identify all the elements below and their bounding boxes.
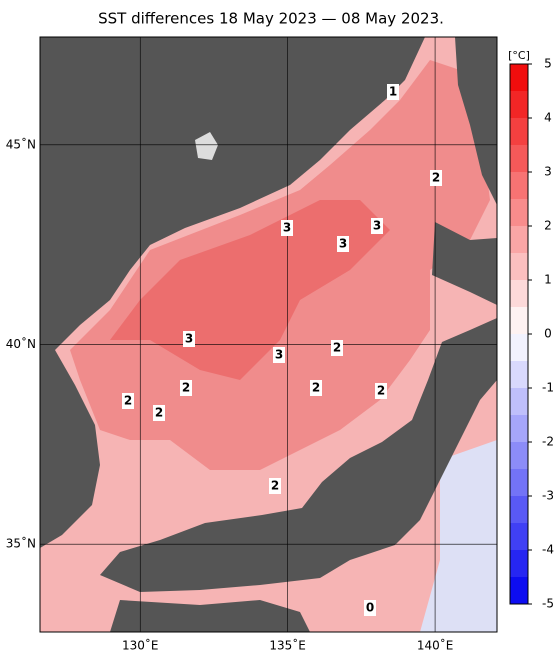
- sea-cool: [420, 440, 497, 632]
- contour-label-box: [371, 218, 383, 234]
- colorbar-segment: [510, 550, 528, 577]
- x-tick-label: 135˚E: [269, 638, 306, 653]
- contour-label-box: [387, 84, 399, 100]
- contour-label: 2: [182, 381, 190, 395]
- contour-label-box: [273, 347, 285, 363]
- land-shikoku-kyushu: [110, 600, 310, 632]
- colorbar-segment: [510, 64, 528, 91]
- colorbar-tick-label: 0: [544, 327, 552, 341]
- contour-label-box: [375, 383, 387, 399]
- contour-label: 3: [185, 332, 193, 346]
- colorbar-segment: [510, 118, 528, 145]
- colorbar-segment: [510, 145, 528, 172]
- contour-label-box: [364, 600, 376, 616]
- colorbar-segment: [510, 361, 528, 388]
- contour-label: 3: [275, 348, 283, 362]
- sea-warmer: [110, 200, 390, 380]
- land-asia: [40, 37, 425, 548]
- colorbar-tick-label: -3: [542, 489, 554, 503]
- colorbar-tick-label: 4: [544, 111, 552, 125]
- colorbar-tick-label: -1: [542, 381, 554, 395]
- colorbar-segment: [510, 253, 528, 280]
- x-tick-label: 140˚E: [417, 638, 454, 653]
- colorbar-segment: [510, 415, 528, 442]
- lake: [195, 132, 218, 160]
- contour-label: 3: [339, 237, 347, 251]
- colorbar-tick-label: 5: [544, 57, 552, 71]
- contour-label: 3: [373, 219, 381, 233]
- contour-label: 2: [155, 406, 163, 420]
- colorbar-segment: [510, 334, 528, 361]
- y-tick-label: 40˚N: [6, 336, 36, 351]
- x-tick-label: 130˚E: [122, 638, 159, 653]
- contour-label-box: [331, 340, 343, 356]
- colorbar-segment: [510, 307, 528, 334]
- colorbar-segment: [510, 469, 528, 496]
- map-frame: [39, 36, 498, 633]
- land-sakhalin: [455, 37, 497, 205]
- colorbar-tick-label: -4: [542, 543, 554, 557]
- colorbar-segment: [510, 442, 528, 469]
- contour-label: 2: [271, 479, 279, 493]
- contour-label: 1: [389, 85, 397, 99]
- colorbar-segment: [510, 199, 528, 226]
- contour-label: 2: [124, 394, 132, 408]
- title: SST differences 18 May 2023 — 08 May 202…: [98, 10, 444, 28]
- contour-label-box: [180, 380, 192, 396]
- colorbar-tick-label: -2: [542, 435, 554, 449]
- contour-label: 2: [432, 171, 440, 185]
- contour-label-box: [183, 331, 195, 347]
- land-honshu: [100, 318, 497, 592]
- colorbar-segment: [510, 523, 528, 550]
- colorbar-segment: [510, 577, 528, 604]
- contour-label-box: [337, 236, 349, 252]
- colorbar-segment: [510, 226, 528, 253]
- contour-label: 3: [283, 221, 291, 235]
- contour-label-box: [122, 393, 134, 409]
- colorbar-segment: [510, 496, 528, 523]
- contour-label-box: [281, 220, 293, 236]
- colorbar-segment: [510, 172, 528, 199]
- colorbar-tick-label: 1: [544, 273, 552, 287]
- contour-label: 2: [377, 384, 385, 398]
- contour-label: 2: [312, 381, 320, 395]
- contour-label: 0: [366, 601, 374, 615]
- colorbar-unit: [°C]: [508, 49, 530, 62]
- colorbar-segment: [510, 388, 528, 415]
- colorbar-segment: [510, 91, 528, 118]
- colorbar-tick-label: 2: [544, 219, 552, 233]
- map-area: [40, 37, 497, 632]
- contour-label: 2: [333, 341, 341, 355]
- colorbar-tick-label: -5: [542, 597, 554, 611]
- colorbar-tick-label: 3: [544, 165, 552, 179]
- land-hokkaido: [432, 222, 497, 305]
- colorbar-segment: [510, 280, 528, 307]
- contour-label-box: [269, 478, 281, 494]
- contour-label-box: [310, 380, 322, 396]
- y-tick-label: 45˚N: [6, 136, 36, 151]
- contour-label-box: [153, 405, 165, 421]
- contour-label-box: [430, 170, 442, 186]
- y-tick-label: 35˚N: [6, 536, 36, 551]
